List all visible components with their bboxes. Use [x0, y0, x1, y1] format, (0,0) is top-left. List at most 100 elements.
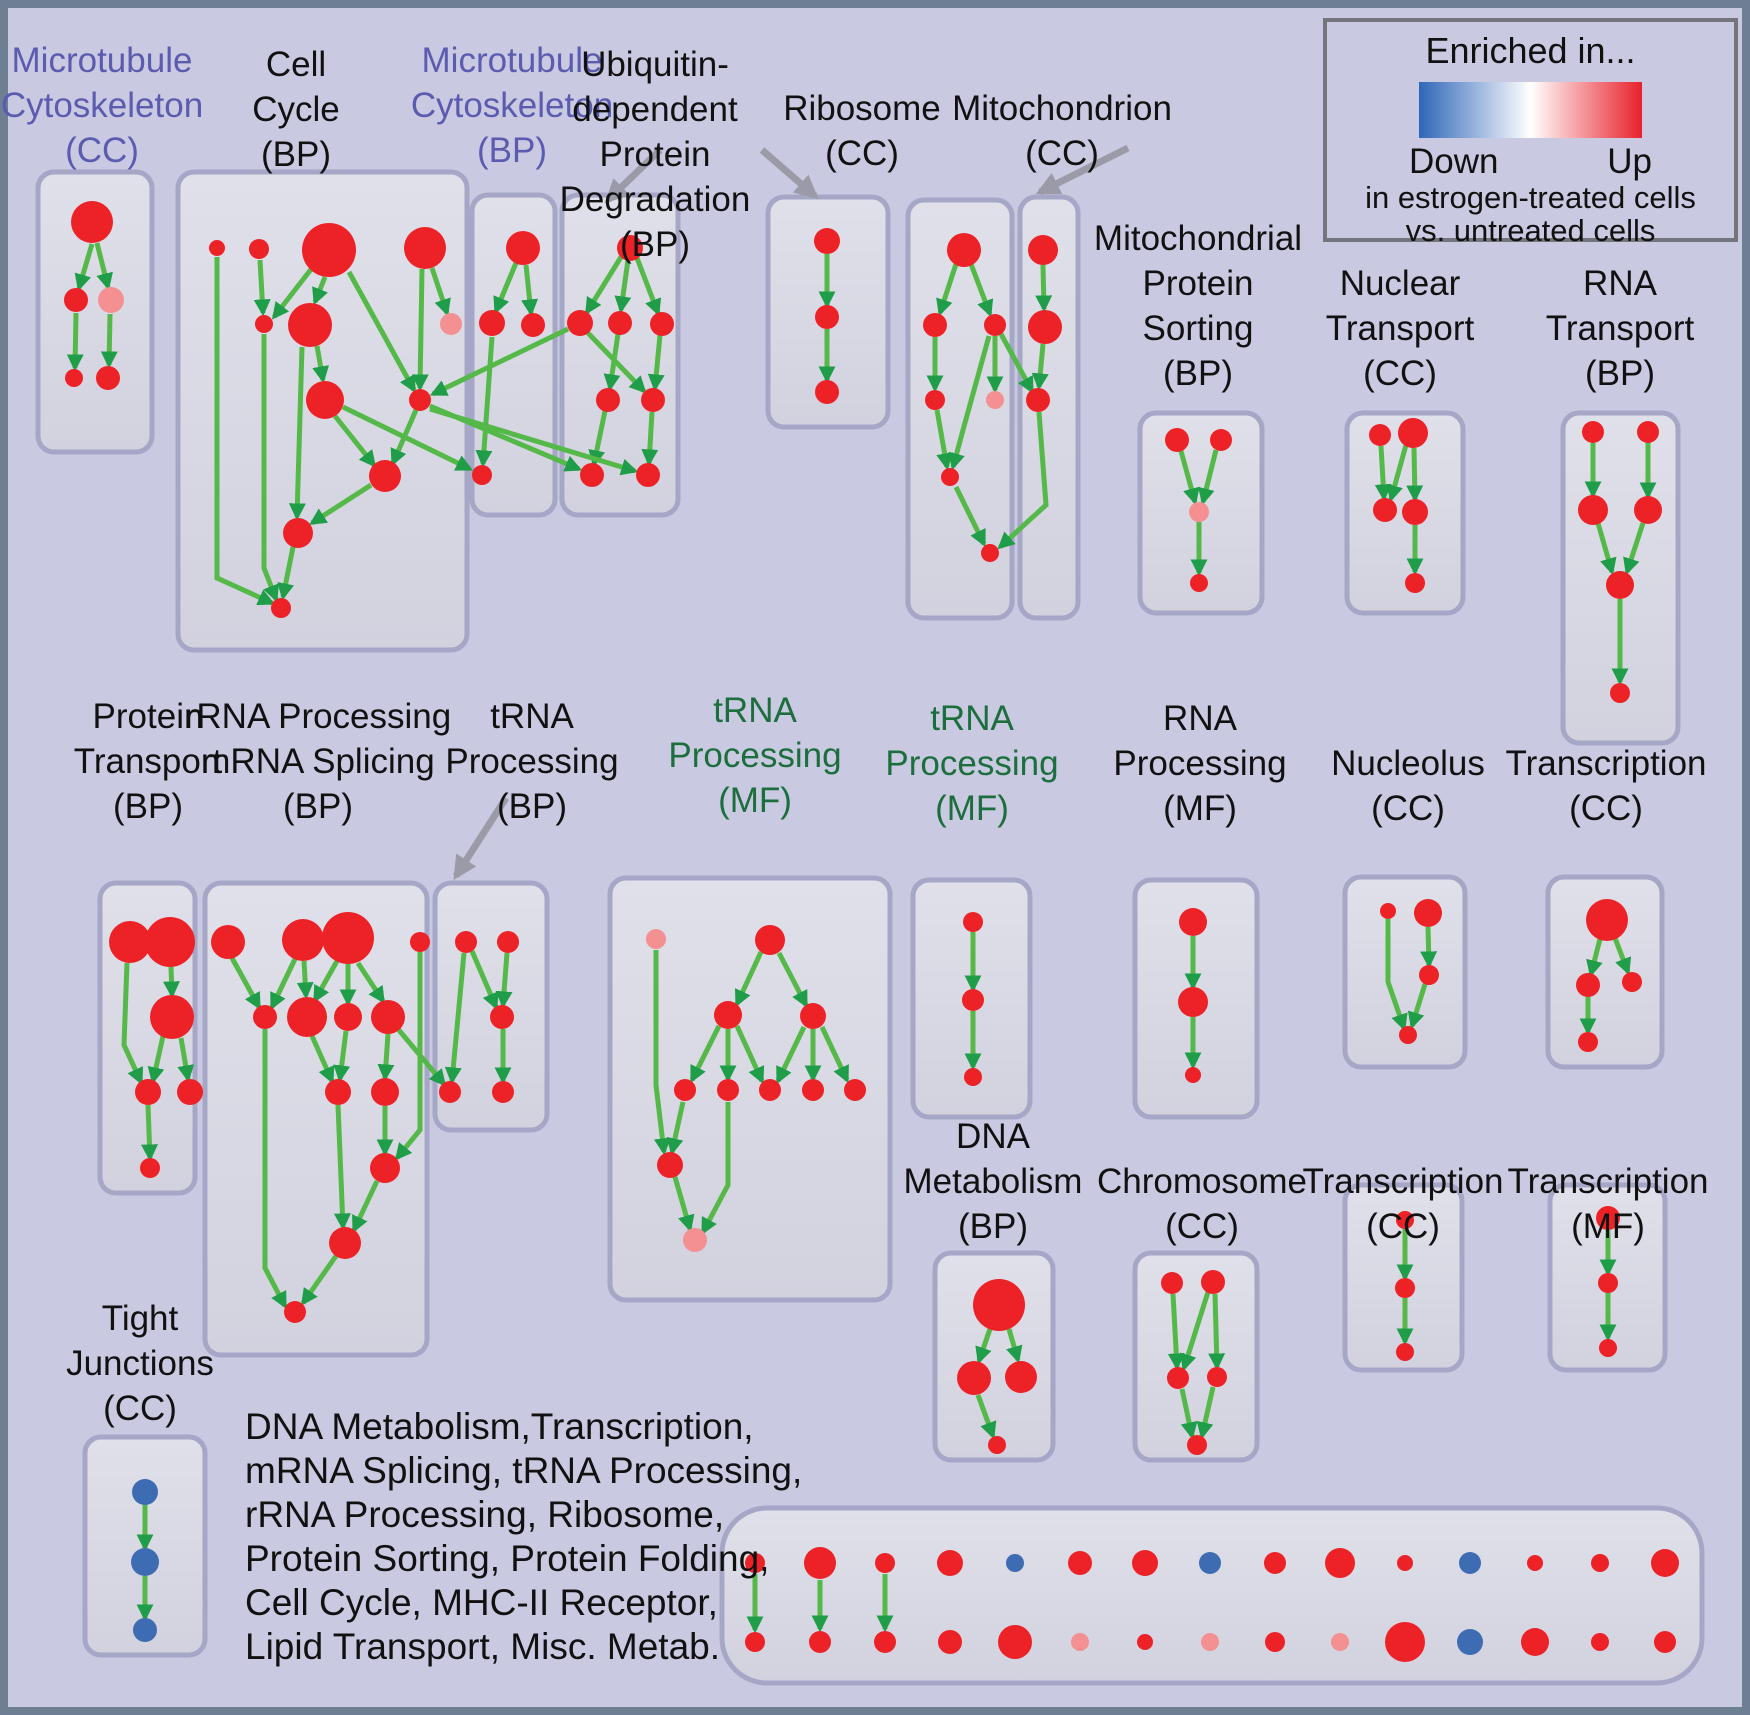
edge-rrna-processing-mrna-splicing-bp-1: [269, 957, 298, 1011]
node-mitochondrion-cc-0: [1028, 235, 1058, 265]
edge-trna-processing-mf-1-9: [666, 1101, 686, 1156]
edge-ubiquitin-degradation-1-5: [586, 331, 647, 394]
edge-protein-transport-bp-3: [177, 1037, 195, 1083]
node-protein-transport-bp-3: [135, 1079, 161, 1105]
edge-protein-transport-bp-4: [140, 1104, 158, 1162]
edge-microtubule-cytoskeleton-bp-0: [493, 262, 519, 315]
edge-ubiquitin-degradation-1-2: [634, 257, 662, 317]
edge-trna-processing-bp-3: [444, 952, 467, 1085]
node-misc-combined-25: [1385, 1622, 1425, 1662]
edge-cell-cycle-bp-5: [429, 267, 451, 317]
node-protein-transport-bp-4: [177, 1079, 203, 1105]
edge-cell-cycle-bp-8: [312, 345, 330, 384]
node-protein-transport-bp-2: [150, 995, 194, 1039]
cross-edge-ubiq1-to-cellcycle: [429, 326, 570, 397]
label-microtubule-cytoskeleton-bp: Microtubule Cytoskeleton (BP): [411, 41, 613, 170]
node-trna-processing-mf-2-2: [964, 1068, 982, 1086]
node-transcription-cc-mid-3: [1578, 1032, 1598, 1052]
node-chromosome-cc-2: [1167, 1367, 1189, 1389]
node-chromosome-cc-1: [1201, 1270, 1225, 1294]
label-cell-cycle-bp: Cell Cycle (BP): [252, 45, 340, 174]
bottom-note-line: mRNA Splicing, tRNA Processing,: [245, 1450, 803, 1491]
edge-rrna-processing-mrna-splicing-bp-8: [377, 1033, 395, 1082]
label-transcription-cc-mid: Transcription (CC): [1506, 744, 1707, 828]
node-ubiquitin-degradation-1-5: [641, 388, 665, 412]
edge-mitochondrion-cc-2: [997, 411, 1049, 550]
edge-ubiquitin-degradation-1-7: [641, 411, 659, 467]
edge-cell-cycle-bp-12: [309, 482, 373, 526]
edge-trna-processing-mf-1-7: [819, 1025, 850, 1084]
edge-cell-cycle-bp-2: [271, 266, 314, 320]
node-cell-cycle-bp-4: [255, 315, 273, 333]
edge-ribosome-cc-7: [953, 485, 987, 548]
node-nucleolus-cc-2: [1419, 965, 1439, 985]
bottom-note: DNA Metabolism,Transcription, mRNA Splici…: [245, 1405, 802, 1669]
node-misc-combined-24: [1331, 1633, 1349, 1651]
edge-nuclear-transport-cc-2: [1406, 447, 1424, 503]
edge-microtubule-cytoskeleton-cc-1: [94, 242, 113, 291]
cross-edge-cellcycle-to-mtbp: [341, 404, 474, 472]
edge-cell-cycle-bp-7: [261, 334, 280, 603]
label-rna-transport-bp: RNA Transport (BP): [1546, 264, 1695, 393]
edge-mitochondrial-protein-sorting-bp-0: [1178, 450, 1200, 506]
edge-rrna-processing-mrna-splicing-bp-0: [229, 956, 262, 1010]
node-misc-combined-29: [1654, 1631, 1676, 1653]
edge-ribosome-cc-1: [968, 263, 994, 318]
bottom-note-line: Lipid Transport, Misc. Metab.: [245, 1626, 721, 1667]
label-trna-processing-mf-1: tRNA Processing (MF): [668, 691, 841, 820]
node-trna-processing-mf-1-9: [657, 1152, 683, 1178]
node-microtubule-cytoskeleton-cc-1: [64, 288, 88, 312]
node-microtubule-cytoskeleton-bp-3: [472, 465, 492, 485]
pointer-mitochondrion-arrow: [1035, 144, 1130, 196]
node-rna-transport-bp-1: [1637, 421, 1659, 443]
label-mitochondrial-protein-sorting-bp: Mitochondrial Protein Sorting (BP): [1094, 219, 1302, 393]
bottom-note-line: DNA Metabolism,Transcription,: [245, 1406, 754, 1447]
node-trna-processing-mf-1-6: [759, 1079, 781, 1101]
label-ribosome-cc: Ribosome (CC): [783, 89, 941, 173]
edge-rrna-processing-mrna-splicing-bp-3: [312, 959, 340, 1003]
node-rna-transport-bp-3: [1634, 496, 1662, 524]
edge-ubiquitin-degradation-1-4: [647, 334, 665, 392]
edge-dna-metabolism-bp-1: [1006, 1328, 1023, 1364]
node-cell-cycle-bp-5: [288, 303, 332, 347]
node-rrna-processing-mrna-splicing-bp-4: [253, 1005, 277, 1029]
node-trna-processing-mf-1-8: [844, 1079, 866, 1101]
node-transcription-cc-bottom-2: [1396, 1343, 1414, 1361]
node-trna-processing-mf-1-4: [674, 1079, 696, 1101]
label-dna-metabolism-bp: DNA Metabolism (BP): [904, 1117, 1083, 1246]
edge-nucleolus-cc-1: [1407, 983, 1428, 1030]
node-rrna-processing-mrna-splicing-bp-7: [371, 1000, 405, 1034]
node-mitochondrial-protein-sorting-bp-2: [1189, 502, 1209, 522]
edge-protein-transport-bp-0: [121, 962, 144, 1086]
node-microtubule-cytoskeleton-bp-1: [479, 310, 505, 336]
node-mitochondrial-protein-sorting-bp-3: [1190, 574, 1208, 592]
edge-nuclear-transport-cc-0: [1374, 445, 1392, 502]
edge-cell-cycle-bp-1: [253, 259, 271, 317]
edge-dna-metabolism-bp-0: [975, 1328, 993, 1365]
node-rrna-processing-mrna-splicing-bp-5: [287, 997, 327, 1037]
node-ubiquitin-degradation-1-7: [636, 463, 660, 487]
edge-nucleolus-cc-0: [1420, 926, 1438, 969]
node-misc-combined-2: [875, 1553, 895, 1573]
node-misc-combined-21: [1137, 1634, 1153, 1650]
node-transcription-mf-2: [1599, 1339, 1617, 1357]
node-trna-processing-mf-1-5: [717, 1079, 739, 1101]
edge-mitochondrial-protein-sorting-bp-1: [1198, 449, 1219, 506]
legend-subtitle-2: vs. untreated cells: [1405, 212, 1656, 248]
node-protein-transport-bp-0: [109, 921, 151, 963]
node-trna-processing-bp-3: [439, 1081, 461, 1103]
node-rrna-processing-mrna-splicing-bp-3: [410, 932, 430, 952]
edge-rna-transport-bp-3: [1623, 522, 1646, 576]
node-cell-cycle-bp-3: [404, 227, 446, 269]
node-cell-cycle-bp-1: [249, 239, 269, 259]
node-trna-processing-mf-1-1: [755, 925, 785, 955]
edge-rrna-processing-mrna-splicing-bp-2: [296, 960, 314, 1000]
node-misc-combined-15: [745, 1632, 765, 1652]
node-misc-combined-26: [1457, 1629, 1483, 1655]
node-misc-combined-4: [1006, 1554, 1024, 1572]
edge-cell-cycle-bp-9: [288, 346, 306, 521]
edge-cell-cycle-bp-10: [333, 414, 377, 468]
node-chromosome-cc-3: [1207, 1367, 1227, 1387]
edge-trna-processing-mf-1-2: [689, 1024, 722, 1084]
